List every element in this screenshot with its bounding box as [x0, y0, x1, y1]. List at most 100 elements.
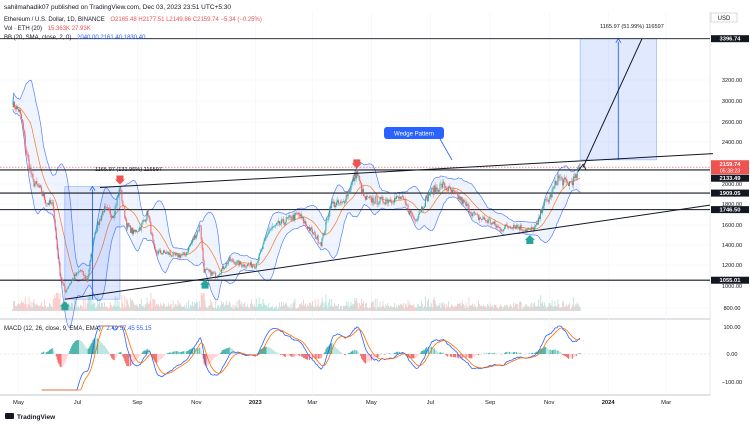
- candle-body: [400, 197, 402, 200]
- price-badge-level-upper-box[interactable]: [711, 174, 749, 182]
- macd-histogram-bar: [490, 353, 492, 354]
- volume-bar: [386, 305, 388, 311]
- price-badge-target-box[interactable]: [711, 35, 749, 43]
- macd-histogram-bar: [539, 350, 540, 354]
- volume-bar: [60, 304, 62, 311]
- volume-bar: [494, 304, 496, 311]
- volume-bar: [350, 302, 352, 311]
- candle-body: [123, 205, 125, 207]
- bb-lower: [12, 109, 581, 328]
- macd-histogram-bar: [284, 354, 286, 357]
- volume-bar: [223, 305, 225, 311]
- volume-bar: [122, 303, 124, 311]
- candle-body: [439, 184, 441, 191]
- macd-histogram-bar: [324, 351, 326, 354]
- macd-histogram-bar: [317, 354, 319, 359]
- price-badge-level-base-box[interactable]: [711, 276, 749, 284]
- macd-histogram-bar: [467, 354, 469, 358]
- volume-bar: [298, 306, 300, 311]
- macd-histogram-bar: [156, 354, 158, 363]
- price-badge-level-upper: 2133.49: [720, 176, 742, 182]
- currency-badge[interactable]: USD: [718, 16, 731, 22]
- macd-histogram-bar: [90, 343, 92, 354]
- volume-bar: [275, 307, 277, 311]
- currency-badge-box[interactable]: [710, 12, 738, 23]
- macd-histogram-bar: [198, 347, 200, 354]
- macd-histogram-bar: [169, 352, 171, 354]
- macd-histogram-bar: [127, 354, 129, 367]
- trendlines[interactable]: [64, 38, 714, 300]
- macd-histogram-bar: [305, 354, 306, 359]
- candle-body: [521, 229, 523, 230]
- volume-bar: [511, 306, 512, 311]
- time-tick-label: May: [366, 400, 377, 406]
- volume-bar: [452, 305, 453, 311]
- wedge-upper-trendline[interactable]: [99, 153, 714, 188]
- wedge-callout[interactable]: Wedge Pattern: [384, 127, 453, 161]
- macd-histogram-bar: [128, 354, 130, 367]
- breakout-projection-line[interactable]: [582, 38, 643, 168]
- macd-histogram-bar: [93, 338, 95, 354]
- candle-body: [186, 251, 188, 256]
- macd-histogram-bar: [167, 352, 169, 354]
- candle-body: [266, 235, 268, 238]
- volume-bar: [254, 307, 256, 311]
- candle-body: [226, 262, 228, 264]
- candle-body: [213, 273, 215, 274]
- price-badge-current-box[interactable]: [711, 160, 749, 175]
- candle-body: [385, 200, 387, 205]
- candle-body: [158, 250, 160, 254]
- candle-body: [505, 224, 507, 227]
- volume-bar: [104, 302, 105, 311]
- candle-body: [552, 188, 554, 190]
- volume-bar: [253, 304, 255, 311]
- macd-histogram-bar: [417, 354, 419, 357]
- candle-body: [274, 225, 276, 227]
- volume-bar: [99, 298, 101, 311]
- macd-histogram-bar: [454, 354, 455, 358]
- candle-body: [105, 207, 107, 208]
- macd-tick-label: 0.00: [727, 352, 738, 358]
- macd-histogram-bar: [574, 354, 576, 356]
- macd-histogram-bar: [44, 351, 45, 354]
- candle-body: [520, 225, 522, 230]
- footer-brand[interactable]: TradingView: [5, 413, 56, 421]
- candle-body: [228, 257, 230, 262]
- volume-bar: [405, 304, 407, 311]
- candle-body: [473, 211, 475, 213]
- price-tick-label: 3200.00: [722, 78, 742, 84]
- volume-bar: [363, 301, 364, 311]
- price-badge-level-mid-box[interactable]: [711, 189, 749, 197]
- macd-histogram-bar: [146, 348, 148, 354]
- macd-histogram-bar: [49, 349, 51, 354]
- volume-bar: [522, 306, 524, 311]
- macd-histogram-bar: [129, 354, 131, 366]
- candle-body: [444, 182, 446, 189]
- macd-histogram-bar: [372, 354, 374, 360]
- price-badge-level-low-box[interactable]: [711, 206, 749, 214]
- wedge-label-box[interactable]: [384, 127, 444, 139]
- candle-body: [366, 196, 367, 200]
- volume-bar: [417, 304, 419, 311]
- candle-body: [291, 219, 293, 221]
- volume-bar: [155, 305, 157, 311]
- volume-bar: [461, 299, 463, 311]
- wedge-lower-trendline[interactable]: [64, 204, 711, 300]
- candle-body: [153, 239, 155, 244]
- candle-body: [142, 220, 144, 223]
- candle-body: [64, 285, 66, 292]
- horizontal-levels[interactable]: [0, 38, 710, 281]
- candle-body: [139, 227, 141, 231]
- macd-histogram-bar: [114, 354, 116, 359]
- candle-body: [44, 193, 46, 200]
- candle-body: [565, 177, 567, 180]
- legend[interactable]: Ethereum / U.S. Dollar, 1D, BINANCE O216…: [4, 17, 262, 332]
- macd-histogram-bar: [316, 354, 318, 359]
- macd-histogram-bar: [211, 354, 213, 362]
- candle-body: [494, 221, 496, 226]
- volume-bar: [148, 304, 150, 311]
- macd-histogram-bar: [304, 354, 306, 359]
- macd-histogram-bar: [471, 354, 473, 359]
- candle-body: [399, 196, 401, 200]
